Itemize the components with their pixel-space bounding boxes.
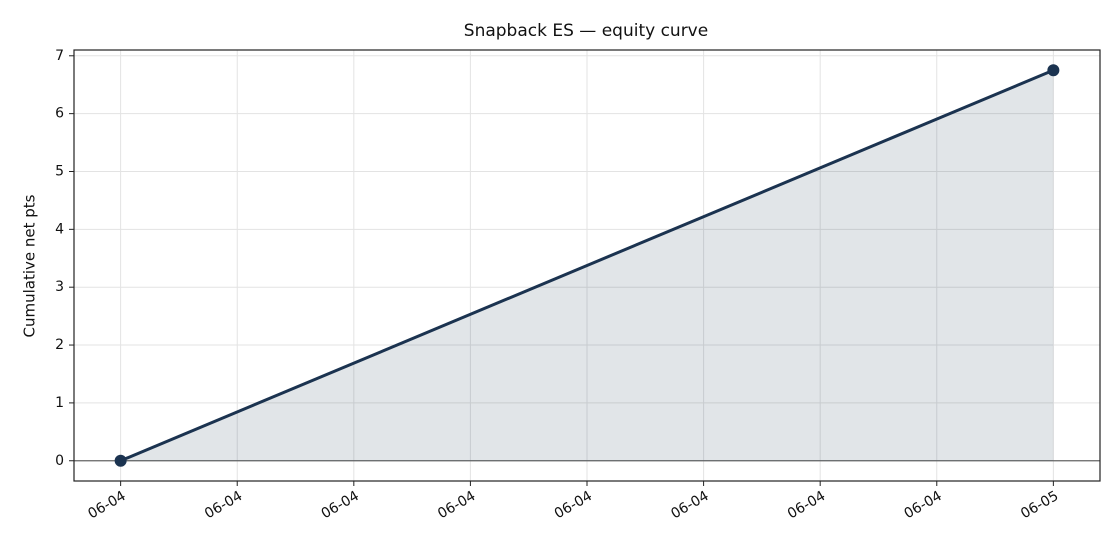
x-tick-label: 06-05 [1018, 488, 1061, 522]
y-axis-label: Cumulative net pts [21, 194, 39, 337]
y-tick-label: 2 [55, 337, 64, 353]
y-tick-label: 7 [55, 48, 64, 64]
x-tick-label: 06-04 [785, 488, 828, 522]
x-tick-label: 06-04 [435, 488, 478, 522]
line [120, 68, 1054, 463]
y-tick-label: 0 [55, 453, 64, 469]
y-tick-label: 3 [55, 279, 64, 295]
y-tick-label: 4 [55, 221, 64, 237]
x-tick-label: 06-04 [902, 488, 945, 522]
x-tick-label: 06-04 [85, 488, 128, 522]
x-tick-label: 06-04 [319, 488, 362, 522]
y-tick-label: 1 [55, 395, 64, 411]
x-tick-label: 06-04 [552, 488, 595, 522]
plot-frame [73, 49, 1101, 482]
x-tick-label: 06-04 [668, 488, 711, 522]
y-tick-label: 5 [55, 163, 64, 179]
point [1047, 64, 1060, 77]
chart-title: Snapback ES — equity curve [464, 21, 708, 41]
x-tick-label: 06-04 [202, 488, 245, 522]
y-tick-label: 6 [55, 106, 64, 122]
point [114, 454, 127, 467]
